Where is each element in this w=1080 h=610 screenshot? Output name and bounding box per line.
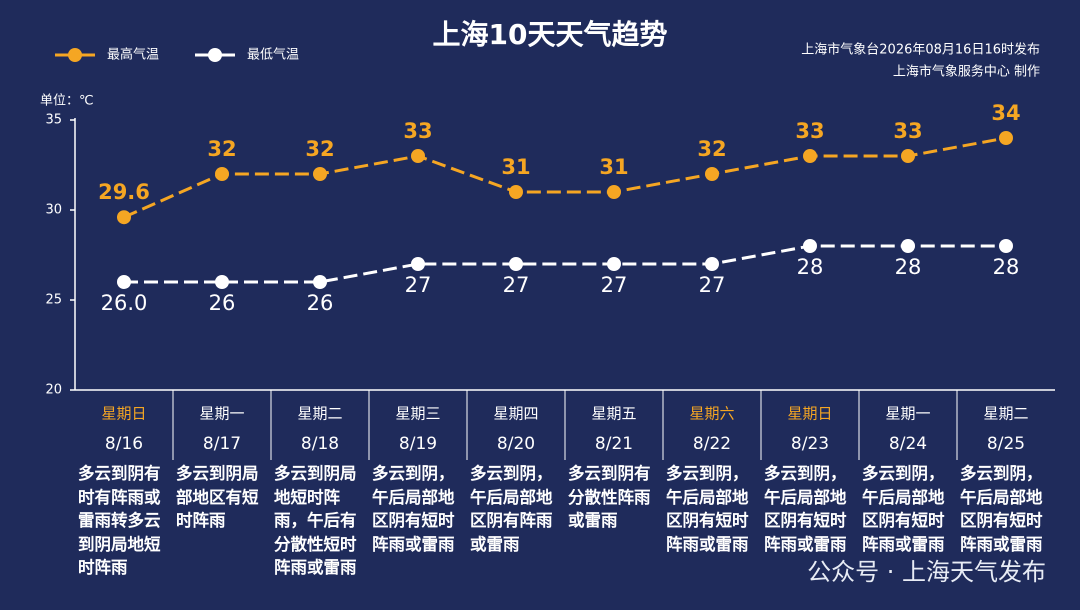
weekday: 星期三 bbox=[395, 405, 440, 423]
legend-marker bbox=[208, 48, 222, 62]
weekday: 星期四 bbox=[493, 405, 538, 423]
weather-description: 多云到阴局部地区有短时阵雨 bbox=[176, 464, 259, 530]
weekday: 星期六 bbox=[689, 405, 734, 423]
value-label: 32 bbox=[305, 137, 334, 161]
point bbox=[117, 275, 131, 289]
value-label: 33 bbox=[403, 119, 432, 143]
date-label: 8/25 bbox=[987, 434, 1025, 454]
point bbox=[901, 239, 915, 253]
value-label: 27 bbox=[503, 273, 530, 297]
point bbox=[411, 257, 425, 271]
y-tick-label: 35 bbox=[45, 113, 62, 128]
chart-title: 上海10天天气趋势 bbox=[433, 18, 668, 51]
weather-description: 多云到阴，午后局部地区阴有短时阵雨或雷雨 bbox=[666, 464, 749, 554]
point bbox=[901, 149, 915, 163]
point bbox=[313, 167, 327, 181]
point bbox=[313, 275, 327, 289]
value-label: 33 bbox=[795, 119, 824, 143]
y-tick-label: 30 bbox=[45, 203, 62, 218]
point bbox=[705, 167, 719, 181]
legend-label: 最低气温 bbox=[247, 47, 299, 63]
value-label: 28 bbox=[797, 255, 824, 279]
weather-description: 多云到阴有时有阵雨或雷雨转多云到阴局地短时阵雨 bbox=[78, 464, 161, 577]
value-label: 33 bbox=[893, 119, 922, 143]
point bbox=[509, 257, 523, 271]
point bbox=[999, 131, 1013, 145]
value-label: 32 bbox=[697, 137, 726, 161]
point bbox=[607, 257, 621, 271]
point bbox=[117, 210, 131, 225]
value-label: 26.0 bbox=[101, 291, 148, 315]
weather-description: 多云到阴，午后局部地区阴有阵雨或雷雨 bbox=[470, 464, 553, 554]
point bbox=[705, 257, 719, 271]
note: 上海市气象服务中心 制作 bbox=[893, 64, 1040, 80]
series-line bbox=[124, 244, 1006, 284]
point bbox=[411, 149, 425, 163]
weather-description: 多云到阴有分散性阵雨或雷雨 bbox=[568, 464, 651, 530]
value-label: 27 bbox=[405, 273, 432, 297]
date-label: 8/22 bbox=[693, 434, 731, 454]
date-label: 8/19 bbox=[399, 434, 437, 454]
date-label: 8/24 bbox=[889, 434, 927, 454]
value-label: 27 bbox=[601, 273, 628, 297]
date-label: 8/18 bbox=[301, 434, 339, 454]
point bbox=[607, 185, 621, 199]
y-tick-label: 20 bbox=[45, 383, 62, 398]
date-label: 8/21 bbox=[595, 434, 633, 454]
legend-marker bbox=[68, 48, 82, 62]
weather-description: 多云到阴，午后局部地区阴有短时阵雨或雷雨 bbox=[764, 464, 847, 554]
weekday: 星期日 bbox=[101, 405, 146, 423]
y-unit: 单位：℃ bbox=[40, 94, 94, 109]
point bbox=[803, 239, 817, 253]
value-label: 28 bbox=[895, 255, 922, 279]
value-label: 31 bbox=[599, 155, 628, 179]
legend-label: 最高气温 bbox=[107, 47, 159, 63]
weather-description: 多云到阴，午后局部地区阴有短时阵雨或雷雨 bbox=[862, 464, 945, 554]
value-label: 32 bbox=[207, 137, 236, 161]
value-label: 34 bbox=[991, 101, 1020, 125]
weekday: 星期一 bbox=[199, 405, 244, 423]
weekday: 星期日 bbox=[787, 405, 832, 423]
note: 上海市气象台2026年08月16日16时发布 bbox=[801, 42, 1040, 58]
point bbox=[215, 275, 229, 289]
weekday: 星期五 bbox=[591, 405, 636, 423]
date-label: 8/17 bbox=[203, 434, 241, 454]
date-label: 8/23 bbox=[791, 434, 829, 454]
weekday: 星期二 bbox=[983, 405, 1028, 423]
weather-description: 多云到阴局地短时阵雨，午后有分散性短时阵雨或雷雨 bbox=[274, 464, 357, 577]
point bbox=[509, 185, 523, 199]
series-line bbox=[123, 136, 1007, 219]
value-label: 27 bbox=[699, 273, 726, 297]
weather-description: 多云到阴，午后局部地区阴有短时阵雨或雷雨 bbox=[372, 464, 455, 554]
value-label: 31 bbox=[501, 155, 530, 179]
value-label: 28 bbox=[993, 255, 1020, 279]
value-label: 26 bbox=[307, 291, 334, 315]
date-label: 8/16 bbox=[105, 434, 143, 454]
date-label: 8/20 bbox=[497, 434, 535, 454]
point bbox=[215, 167, 229, 181]
watermark: 公众号 · 上海天气发布 bbox=[807, 558, 1046, 586]
value-label: 26 bbox=[209, 291, 236, 315]
point bbox=[999, 239, 1013, 253]
weather-description: 多云到阴，午后局部地区阴有短时阵雨或雷雨 bbox=[960, 464, 1043, 554]
weekday: 星期二 bbox=[297, 405, 342, 423]
weekday: 星期一 bbox=[885, 405, 930, 423]
point bbox=[803, 149, 817, 163]
y-tick-label: 25 bbox=[45, 293, 62, 308]
value-label: 29.6 bbox=[98, 180, 150, 204]
